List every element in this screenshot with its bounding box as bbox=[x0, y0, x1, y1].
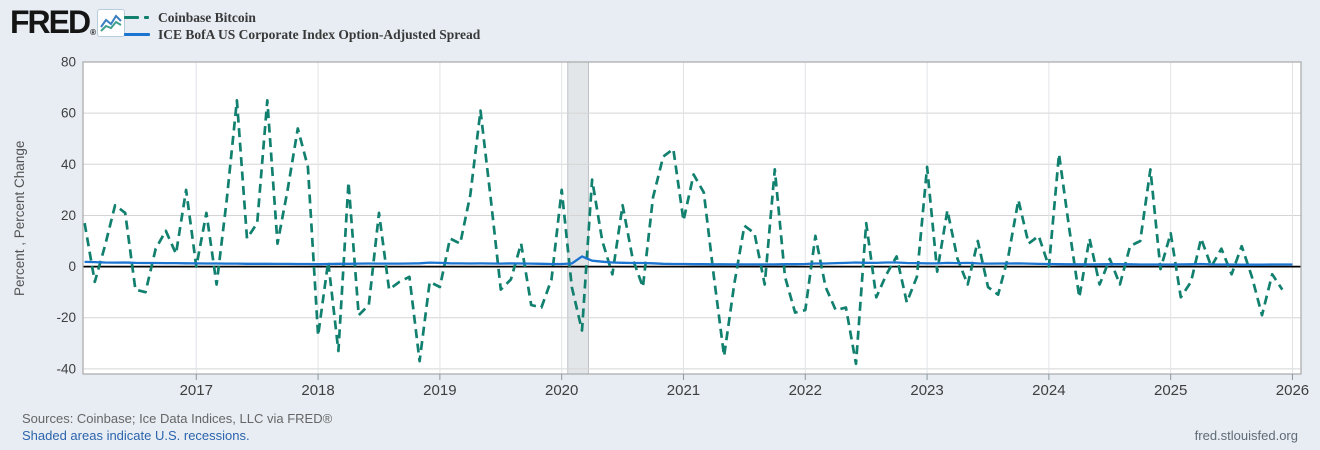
y-tick-label: -20 bbox=[56, 310, 76, 325]
x-tick-label: 2019 bbox=[423, 382, 456, 399]
y-tick-label: 60 bbox=[61, 106, 76, 121]
site-url[interactable]: fred.stlouisfed.org bbox=[1194, 428, 1298, 443]
legend-item-coinbase-bitcoin[interactable]: Coinbase Bitcoin bbox=[124, 9, 480, 26]
x-tick-label: 2024 bbox=[1032, 382, 1065, 399]
fred-logo-text: FRED bbox=[10, 4, 91, 40]
y-tick-label: 0 bbox=[68, 259, 76, 274]
legend-label: Coinbase Bitcoin bbox=[158, 9, 256, 25]
plot-border bbox=[82, 61, 1302, 375]
legend-item-oas[interactable]: ICE BofA US Corporate Index Option-Adjus… bbox=[124, 26, 480, 43]
y-tick-label: 40 bbox=[61, 157, 76, 172]
fred-sparkline-icon bbox=[97, 9, 125, 37]
dashed-line-swatch bbox=[124, 16, 154, 19]
plot-area[interactable] bbox=[83, 62, 1301, 374]
recession-band bbox=[567, 62, 589, 374]
x-tick-label: 2021 bbox=[667, 382, 700, 399]
y-tick-label: 20 bbox=[61, 208, 76, 223]
y-tick-label: 80 bbox=[61, 55, 76, 70]
x-tick-label: 2023 bbox=[910, 382, 943, 399]
solid-line-swatch bbox=[124, 33, 154, 36]
recession-note-link[interactable]: Shaded areas indicate U.S. recessions. bbox=[22, 428, 250, 443]
series-line-coinbase-bitcoin bbox=[83, 99, 1284, 366]
x-tick-label: 2017 bbox=[180, 382, 213, 399]
x-tick-label: 2022 bbox=[789, 382, 822, 399]
series-line-oas bbox=[84, 255, 1293, 266]
y-tick-label: -40 bbox=[56, 361, 76, 376]
registered-mark: ® bbox=[90, 28, 97, 37]
sources-text: Sources: Coinbase; Ice Data Indices, LLC… bbox=[22, 411, 333, 426]
x-tick-label: 2026 bbox=[1276, 382, 1309, 399]
fred-logo[interactable]: FRED® bbox=[10, 4, 97, 41]
x-tick-label: 2020 bbox=[545, 382, 578, 399]
legend-label: ICE BofA US Corporate Index Option-Adjus… bbox=[158, 26, 481, 42]
legend: Coinbase Bitcoin ICE BofA US Corporate I… bbox=[124, 9, 480, 43]
x-tick-label: 2018 bbox=[301, 382, 334, 399]
x-tick-label: 2025 bbox=[1154, 382, 1187, 399]
